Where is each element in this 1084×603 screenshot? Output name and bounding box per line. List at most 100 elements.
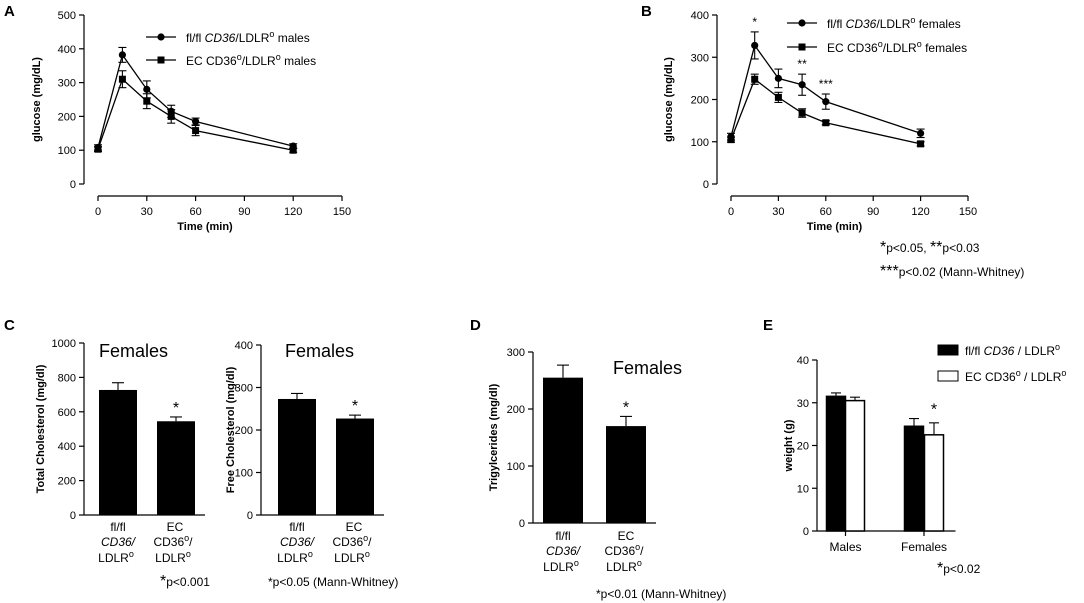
bar-fl (543, 377, 583, 523)
c1-cat-fl-line3: LDLRo (98, 549, 134, 565)
c2-cat-ec-line3: LDLRo (334, 549, 370, 565)
series-line-circle (730, 43, 921, 137)
bar-fl (825, 395, 847, 532)
data-point-square (774, 93, 782, 101)
c2-cat-fl-line2: CD36/ (280, 535, 316, 549)
y-tick-label: 200 (58, 476, 76, 488)
bar-category-labels: fl/fl CD36/ LDLRo EC CD36o/ LDLRo fl/fl … (98, 520, 644, 574)
y-tick-label: 0 (519, 518, 525, 530)
data-point-square (751, 75, 759, 83)
data-point-circle (774, 74, 783, 82)
significance-marker: ** (797, 57, 807, 71)
significance-marker: * (352, 398, 358, 415)
note-b-line-2: ***p<0.02 (Mann-Whitney) (880, 263, 1024, 280)
x-tick-label: 120 (911, 206, 929, 218)
legend-b-label-1: fl/fl CD36/LDLRo females (827, 15, 961, 31)
y-tick-label: 400 (691, 10, 709, 22)
x-tick-label: 90 (867, 206, 879, 218)
bar-fl (99, 389, 137, 515)
y-tick-label: 300 (507, 347, 525, 359)
y-tick-label: 200 (691, 95, 709, 107)
chart-title: Females (613, 358, 682, 378)
data-point-circle (917, 129, 925, 137)
bar-ec (844, 399, 866, 532)
x-tick-label: 120 (284, 206, 302, 218)
significance-marker: *** (819, 77, 833, 91)
note-c1: *p<0.001 (160, 573, 210, 590)
data-point-square (798, 109, 806, 117)
y-axis-title: glucose (mg/dL) (663, 57, 675, 142)
y-tick-label: 0 (703, 179, 709, 191)
data-point-circle (822, 98, 830, 106)
y-tick-label: 0 (70, 179, 76, 191)
data-point-square (167, 112, 175, 120)
c2-cat-ec-line2: CD36o/ (332, 533, 372, 549)
legend-a: fl/fl CD36/LDLRo males EC CD36o/LDLRo ma… (146, 29, 316, 68)
series-line-square (97, 78, 294, 151)
d-cat-ec-line3: LDLRo (606, 558, 642, 574)
y-tick-label: 400 (58, 44, 76, 56)
legend-e-label-1: fl/fl CD36 / LDLRo (965, 342, 1060, 358)
x-tick-label: 150 (333, 206, 351, 218)
panel-letter-a: A (4, 3, 15, 20)
significance-marker: * (623, 399, 629, 416)
c1-cat-fl-line2: CD36/ (101, 535, 137, 549)
y-tick-label: 100 (58, 145, 76, 157)
y-tick-label: 300 (691, 52, 709, 64)
data-point-circle (192, 117, 200, 126)
data-point-square (917, 140, 925, 148)
y-axis-title: Trigylcerides (mg/dl) (488, 383, 500, 491)
y-axis-title: Total Cholesterol (mg/dl) (35, 364, 47, 493)
x-tick-label: 60 (820, 206, 832, 218)
y-tick-label: 100 (691, 137, 709, 149)
bar-ec (336, 418, 374, 515)
x-tick-label: 30 (772, 206, 784, 218)
data-point-square (289, 146, 297, 154)
c2-cat-ec-line1: EC (346, 520, 363, 534)
bar-ec (923, 434, 945, 532)
y-tick-label: 300 (235, 383, 253, 395)
c1-cat-ec-line2: CD36o/ (153, 533, 193, 549)
y-tick-label: 20 (797, 441, 809, 453)
y-tick-label: 30 (797, 398, 809, 410)
legend-a-circle-marker (157, 33, 165, 41)
y-tick-label: 0 (70, 510, 76, 522)
panel-letter-c: C (4, 317, 15, 334)
data-point-square (192, 127, 200, 135)
chart-b-glucose-females: 0 100 200 300 400 0 30 60 90 120 150 Time (min) gluc… (663, 10, 977, 233)
y-tick-label: 800 (58, 372, 76, 384)
y-tick-label: 500 (58, 10, 76, 22)
legend-e-swatch-1 (937, 344, 959, 356)
chart-c1-total-cholesterol: 0 200 400 600 800 1000 Total Cholesterol (mg/d… (35, 338, 205, 522)
data-point-square (727, 136, 735, 144)
panel-letter-d: D (470, 317, 481, 334)
x-tick-label: 150 (959, 206, 977, 218)
d-cat-ec-line2: CD36o/ (604, 542, 644, 558)
series-line-square (730, 78, 921, 145)
significance-marker: * (931, 402, 937, 419)
y-tick-label: 600 (58, 407, 76, 419)
y-tick-label: 10 (797, 483, 809, 495)
bar-fl (903, 425, 925, 532)
x-tick-label: 30 (141, 206, 153, 218)
x-tick-label: 90 (238, 206, 250, 218)
y-tick-label: 300 (58, 78, 76, 90)
c2-cat-fl-line1: fl/fl (289, 520, 304, 534)
data-point-circle (751, 41, 759, 50)
c1-cat-ec-line3: LDLRo (155, 549, 191, 565)
notes-b: *p<0.05, **p<0.03 ***p<0.02 (Mann-Whitne… (880, 239, 1024, 280)
y-tick-label: 1000 (52, 338, 76, 350)
chart-a-glucose-males: 0 100 200 300 400 500 0 30 60 90 120 150 Time (min) g… (31, 10, 351, 233)
y-tick-label: 100 (235, 468, 253, 480)
bar-ec (157, 421, 195, 515)
x-tick-label: 0 (95, 206, 101, 218)
y-tick-label: 40 (797, 355, 809, 367)
panel-letter-e: E (763, 317, 773, 334)
chart-title: Females (99, 341, 168, 361)
d-cat-ec-line1: EC (618, 529, 635, 543)
data-point-square (143, 97, 151, 105)
x-axis-title: Time (min) (807, 221, 863, 233)
y-axis-title: weight (g) (783, 419, 795, 472)
legend-a-label-1: fl/fl CD36/LDLRo males (186, 29, 310, 45)
